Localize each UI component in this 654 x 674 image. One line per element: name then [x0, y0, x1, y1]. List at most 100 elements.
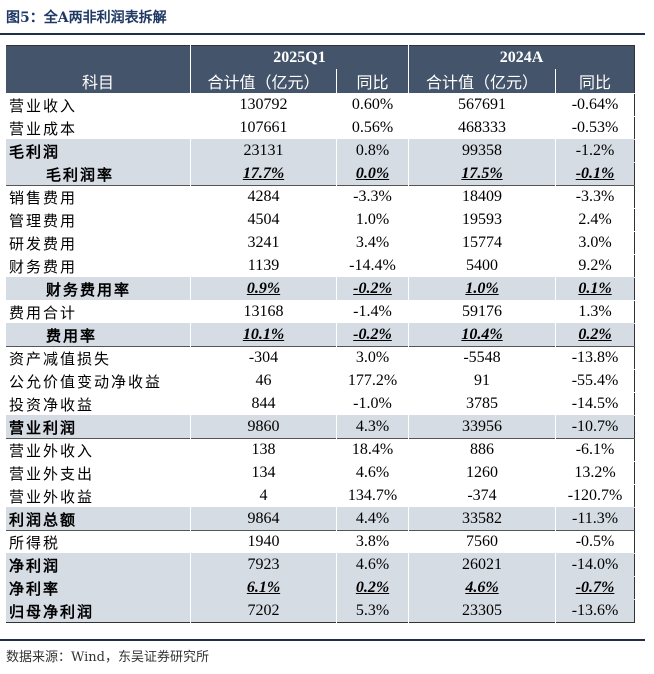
table-row: 归母净利润 7202 5.3% 23305 -13.6%: [5, 599, 635, 623]
yoy-2024a: -120.7%: [555, 484, 635, 508]
value-2024a: 468333: [408, 116, 556, 140]
value-2025q1: 13168: [190, 300, 337, 324]
table-row: 营业外收益 4 134.7% -374 -120.7%: [5, 484, 635, 508]
yoy-2024a: -1.2%: [555, 139, 635, 163]
row-label: 管理费用: [5, 208, 191, 232]
value-2024a: 15774: [408, 231, 556, 255]
value-2025q1: 134: [190, 461, 337, 485]
row-label: 投资净收益: [5, 392, 191, 416]
row-label: 归母净利润: [5, 599, 191, 623]
yoy-2025q1: 4.6%: [335, 553, 409, 577]
yoy-2024a: -3.3%: [555, 185, 635, 209]
yoy-2025q1: -1.0%: [335, 392, 409, 416]
value-2024a: 886: [408, 438, 556, 462]
value-2024a: 1260: [408, 461, 556, 485]
table-row: 研发费用 3241 3.4% 15774 3.0%: [5, 231, 635, 255]
yoy-2024a: -0.53%: [555, 116, 635, 140]
header-value-1: 合计值（亿元）: [190, 69, 337, 94]
yoy-2024a: -11.3%: [555, 507, 635, 531]
table-row: 费用率 10.1% -0.2% 10.4% 0.2%: [5, 323, 635, 347]
row-label: 营业收入: [5, 93, 191, 117]
row-label: 资产减值损失: [5, 346, 191, 370]
yoy-2024a: 0.1%: [555, 277, 635, 301]
table-row: 公允价值变动净收益 46 177.2% 91 -55.4%: [5, 369, 635, 393]
yoy-2024a: -55.4%: [555, 369, 635, 393]
row-label: 财务费用率: [5, 277, 191, 301]
yoy-2025q1: 134.7%: [335, 484, 409, 508]
yoy-2025q1: 177.2%: [335, 369, 409, 393]
table-row: 营业成本 107661 0.56% 468333 -0.53%: [5, 116, 635, 140]
value-2024a: 18409: [408, 185, 556, 209]
table-row: 所得税 1940 3.8% 7560 -0.5%: [5, 530, 635, 554]
table-row: 利润总额 9864 4.4% 33582 -11.3%: [5, 507, 635, 531]
table-row: 管理费用 4504 1.0% 19593 2.4%: [5, 208, 635, 232]
value-2024a: 1.0%: [408, 277, 556, 301]
row-label: 销售费用: [5, 185, 191, 209]
value-2025q1: 9860: [190, 415, 337, 439]
value-2025q1: 3241: [190, 231, 337, 255]
value-2025q1: 1940: [190, 530, 337, 554]
table-row: 资产减值损失 -304 3.0% -5548 -13.8%: [5, 346, 635, 370]
yoy-2025q1: 3.0%: [335, 346, 409, 370]
yoy-2025q1: -1.4%: [335, 300, 409, 324]
yoy-2024a: 9.2%: [555, 254, 635, 278]
value-2024a: 33956: [408, 415, 556, 439]
value-2025q1: 46: [190, 369, 337, 393]
value-2024a: -5548: [408, 346, 556, 370]
value-2024a: 10.4%: [408, 323, 556, 347]
yoy-2024a: -0.5%: [555, 530, 635, 554]
table-row: 营业收入 130792 0.60% 567691 -0.64%: [5, 93, 635, 117]
header-yoy-1: 同比: [335, 69, 409, 94]
table-row: 营业外支出 134 4.6% 1260 13.2%: [5, 461, 635, 485]
bottom-divider: [0, 639, 645, 641]
yoy-2024a: -14.0%: [555, 553, 635, 577]
yoy-2024a: 1.3%: [555, 300, 635, 324]
value-2025q1: 7923: [190, 553, 337, 577]
row-label: 营业外支出: [5, 461, 191, 485]
header-value-2: 合计值（亿元）: [408, 69, 556, 94]
yoy-2025q1: -3.3%: [335, 185, 409, 209]
value-2025q1: 10.1%: [190, 323, 337, 347]
value-2024a: 33582: [408, 507, 556, 531]
row-label: 营业外收益: [5, 484, 191, 508]
table-row: 投资净收益 844 -1.0% 3785 -14.5%: [5, 392, 635, 416]
row-label: 净利率: [5, 576, 191, 600]
table-row: 营业外收入 138 18.4% 886 -6.1%: [5, 438, 635, 462]
value-2024a: 567691: [408, 93, 556, 117]
value-2024a: 17.5%: [408, 162, 556, 186]
yoy-2025q1: 3.4%: [335, 231, 409, 255]
value-2025q1: 844: [190, 392, 337, 416]
row-label: 净利润: [5, 553, 191, 577]
row-label: 毛利润率: [5, 162, 191, 186]
yoy-2025q1: 0.0%: [335, 162, 409, 186]
yoy-2025q1: 4.6%: [335, 461, 409, 485]
value-2025q1: 4: [190, 484, 337, 508]
value-2025q1: 6.1%: [190, 576, 337, 600]
yoy-2024a: -13.8%: [555, 346, 635, 370]
header-blank: [5, 45, 191, 69]
value-2024a: 91: [408, 369, 556, 393]
yoy-2024a: -0.1%: [555, 162, 635, 186]
value-2025q1: 4284: [190, 185, 337, 209]
row-label: 公允价值变动净收益: [5, 369, 191, 393]
yoy-2024a: 13.2%: [555, 461, 635, 485]
yoy-2025q1: 4.4%: [335, 507, 409, 531]
value-2025q1: 138: [190, 438, 337, 462]
yoy-2024a: 3.0%: [555, 231, 635, 255]
table-row: 毛利润 23131 0.8% 99358 -1.2%: [5, 139, 635, 163]
value-2025q1: 107661: [190, 116, 337, 140]
table-row: 财务费用率 0.9% -0.2% 1.0% 0.1%: [5, 277, 635, 301]
value-2025q1: 17.7%: [190, 162, 337, 186]
yoy-2025q1: 0.60%: [335, 93, 409, 117]
yoy-2024a: -14.5%: [555, 392, 635, 416]
table-row: 销售费用 4284 -3.3% 18409 -3.3%: [5, 185, 635, 209]
top-divider: [0, 33, 645, 35]
header-item: 科目: [5, 69, 191, 94]
value-2024a: 5400: [408, 254, 556, 278]
row-label: 营业利润: [5, 415, 191, 439]
header-period-2025q1: 2025Q1: [189, 45, 409, 69]
yoy-2024a: -0.7%: [555, 576, 635, 600]
source-note: 数据来源：Wind，东吴证券研究所: [6, 650, 209, 665]
value-2024a: 3785: [408, 392, 556, 416]
yoy-2025q1: 0.2%: [335, 576, 409, 600]
